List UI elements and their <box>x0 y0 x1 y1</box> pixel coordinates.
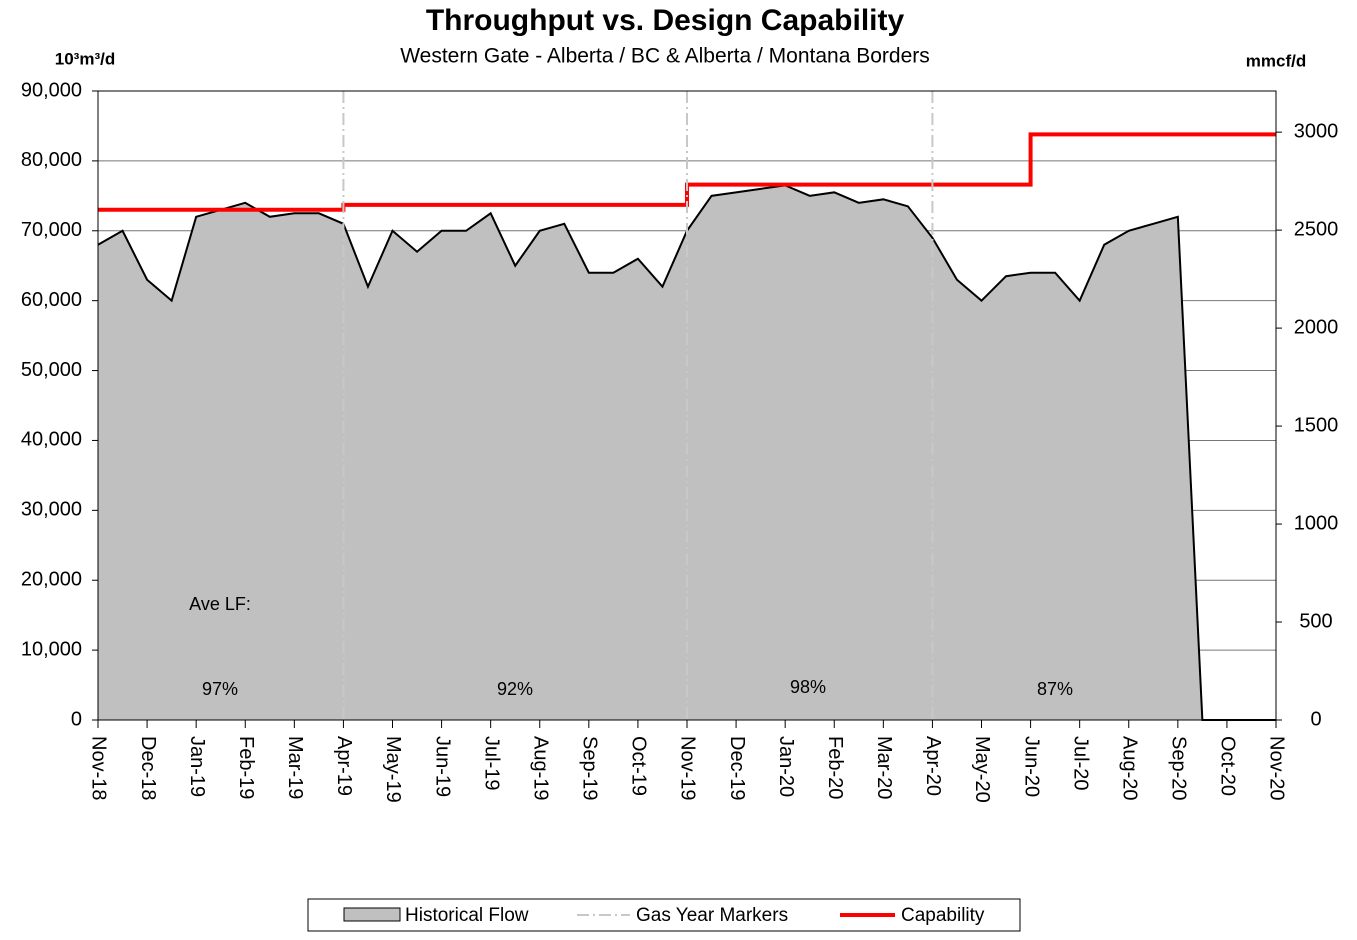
x-tick-label: Nov-19 <box>677 736 699 800</box>
annotation: 98% <box>790 677 826 697</box>
legend-box <box>307 898 1021 932</box>
legend-label: Historical Flow <box>405 905 529 926</box>
y-tick-label: 60,000 <box>21 289 82 311</box>
annotation: Ave LF: <box>189 594 251 614</box>
y2-tick-label: 2500 <box>1294 218 1339 240</box>
y-tick-label: 90,000 <box>21 79 82 101</box>
x-tick-label: Dec-18 <box>137 736 159 800</box>
y2-tick-label: 1000 <box>1294 512 1339 534</box>
x-tick-label: Oct-20 <box>1217 736 1239 796</box>
capability-line <box>98 132 1276 212</box>
x-tick-label: Aug-20 <box>1118 736 1140 801</box>
x-tick-label: Feb-19 <box>235 736 257 799</box>
chart-title: Throughput vs. Design Capability <box>426 4 905 37</box>
y2-tick-label: 500 <box>1299 610 1332 632</box>
legend-label: Capability <box>901 905 985 926</box>
y-tick-label: 30,000 <box>21 499 82 521</box>
x-tick-label: Jul-20 <box>1069 736 1091 790</box>
x-tick-label: Jun-20 <box>1020 736 1042 797</box>
x-tick-label: Sep-20 <box>1168 736 1190 801</box>
x-tick-label: Nov-18 <box>88 736 110 800</box>
x-tick-label: Sep-19 <box>579 736 601 801</box>
legend-swatch <box>343 907 401 922</box>
x-tick-label: Dec-19 <box>726 736 748 800</box>
x-tick-label: Jan-20 <box>775 736 797 797</box>
x-tick-label: May-20 <box>971 736 993 803</box>
y-tick-label: 10,000 <box>21 638 82 660</box>
x-tick-label: Aug-19 <box>529 736 551 801</box>
x-tick-label: Feb-20 <box>824 736 846 799</box>
y-tick-label: 0 <box>71 708 82 730</box>
annotation: 97% <box>202 679 238 699</box>
y-tick-label: 50,000 <box>21 359 82 381</box>
x-tick-label: Jun-19 <box>431 736 453 797</box>
legend-label: Gas Year Markers <box>636 905 788 926</box>
x-tick-label: Jan-19 <box>186 736 208 797</box>
x-tick-label: May-19 <box>382 736 404 803</box>
x-tick-label: Mar-19 <box>284 736 306 799</box>
x-tick-label: Jul-19 <box>480 736 502 790</box>
x-tick-label: Oct-19 <box>628 736 650 796</box>
x-tick-label: Apr-20 <box>922 736 944 796</box>
y-tick-label: 70,000 <box>21 219 82 241</box>
x-tick-label: Nov-20 <box>1266 736 1288 800</box>
chart-subtitle: Western Gate - Alberta / BC & Alberta / … <box>400 45 930 68</box>
y2-tick-label: 1500 <box>1294 414 1339 436</box>
annotation: 92% <box>497 679 533 699</box>
y-tick-label: 20,000 <box>21 569 82 591</box>
y2-axis-label: mmcf/d <box>1246 51 1306 70</box>
x-tick-label: Apr-19 <box>333 736 355 796</box>
x-tick-label: Mar-20 <box>873 736 895 799</box>
y-axis-label: 10³m³/d <box>55 49 115 68</box>
y2-tick-label: 3000 <box>1294 120 1339 142</box>
y2-tick-label: 2000 <box>1294 316 1339 338</box>
y-tick-label: 80,000 <box>21 149 82 171</box>
y-tick-label: 40,000 <box>21 429 82 451</box>
y2-tick-label: 0 <box>1310 708 1321 730</box>
annotation: 87% <box>1037 679 1073 699</box>
